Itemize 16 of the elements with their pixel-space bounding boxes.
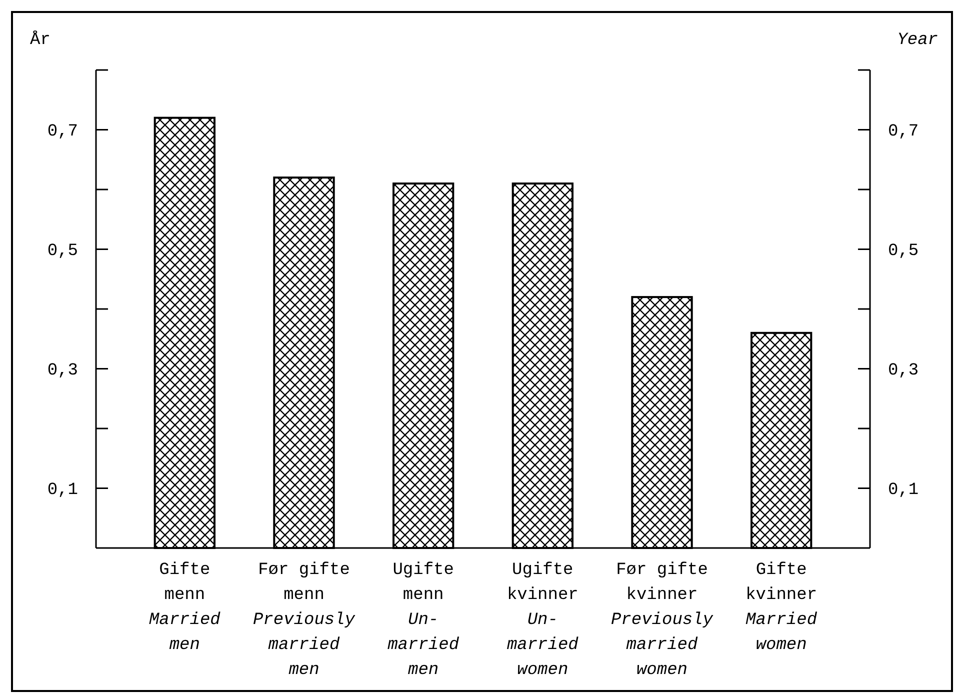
y-tick-label: 0,3 (47, 362, 78, 381)
x-tick-label: Ugifte menn Un-married men (388, 561, 460, 680)
y2-tick-label: 0,1 (888, 481, 919, 500)
y-tick-label: 0,7 (47, 122, 78, 142)
y2-tick-label: 0,7 (888, 122, 919, 142)
y-axis-title: År (30, 30, 50, 50)
y2-tick-label: 0,3 (888, 362, 919, 381)
y-tick-label: 0,1 (47, 481, 78, 500)
x-tick-label: Før gifte kvinner Previously married women (610, 561, 714, 680)
y2-axis-title: Year (897, 31, 938, 50)
y2-tick-label: 0,5 (888, 242, 919, 262)
y-tick-label: 0,5 (47, 242, 78, 262)
x-tick-label: Gifte menn Married men (148, 561, 222, 655)
x-tick-label: Før gifte menn Previously married men (252, 561, 356, 680)
x-tick-label: Ugifte kvinner Un-married women (506, 561, 580, 680)
x-tick-label: Gifte kvinner Married women (746, 561, 818, 655)
